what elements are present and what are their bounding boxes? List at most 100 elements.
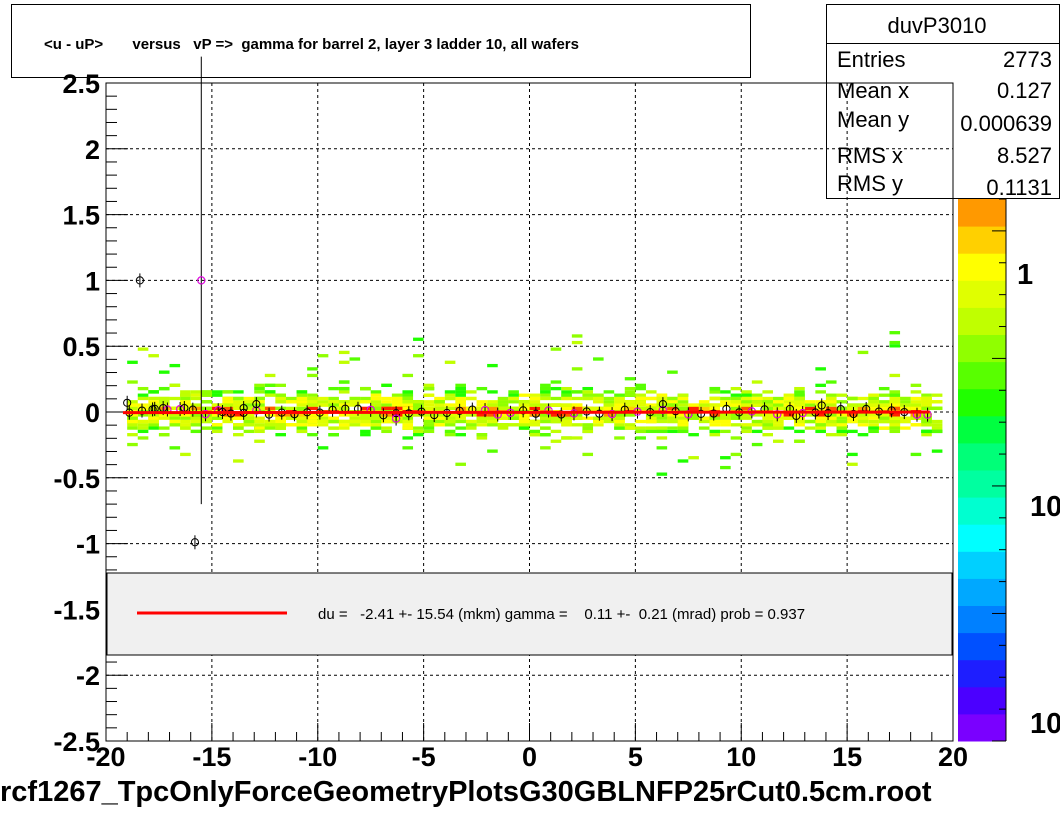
- heatmap-cell: [423, 413, 435, 417]
- heatmap-cell: [243, 413, 255, 417]
- heatmap-cell: [720, 400, 731, 404]
- heatmap-cell: [656, 413, 668, 417]
- profile-marker-alt: [201, 410, 210, 419]
- heatmap-cell: [328, 406, 339, 411]
- heatmap-cell: [868, 400, 879, 404]
- heatmap-cell: [593, 393, 604, 397]
- heatmap-cell: [624, 406, 636, 411]
- heatmap-cell: [233, 426, 244, 430]
- profile-marker-alt: [391, 414, 401, 423]
- heatmap-cell: [370, 390, 382, 394]
- heatmap-cell: [751, 423, 763, 427]
- heatmap-cell: [190, 416, 202, 420]
- heatmap-cell: [190, 419, 202, 424]
- heatmap-cell: [402, 436, 414, 440]
- heatmap-cell: [825, 393, 837, 397]
- color-scale-band: [958, 442, 1006, 471]
- heatmap-cell: [476, 436, 488, 440]
- heatmap-cell: [434, 416, 445, 420]
- heatmap-cell: [688, 413, 699, 417]
- heatmap-cell: [645, 419, 657, 424]
- heatmap-cell: [878, 386, 890, 391]
- heatmap-cell: [180, 390, 191, 394]
- heatmap-cell: [338, 400, 350, 404]
- heatmap-cell: [709, 390, 721, 394]
- heatmap-cell: [677, 393, 689, 397]
- heatmap-cell: [222, 416, 234, 420]
- heatmap-cell: [582, 390, 594, 394]
- heatmap-cell: [677, 459, 689, 463]
- heatmap-cell: [762, 400, 774, 404]
- heatmap-cell: [540, 393, 551, 397]
- heatmap-cell: [741, 403, 752, 407]
- heatmap-cell: [158, 413, 170, 417]
- heatmap-cell: [307, 419, 318, 424]
- heatmap-cell: [857, 413, 869, 417]
- heatmap-cell: [741, 413, 752, 417]
- heatmap-cell: [878, 413, 890, 417]
- heatmap-cell: [857, 396, 869, 401]
- heatmap-cell: [211, 426, 223, 430]
- profile-marker: [290, 410, 299, 419]
- heatmap-cell: [222, 406, 234, 411]
- heatmap-cell: [180, 413, 191, 417]
- heatmap-cell: [910, 400, 922, 404]
- heatmap-cell: [825, 396, 837, 401]
- heatmap-cell: [730, 396, 742, 401]
- heatmap-cell: [275, 393, 286, 397]
- heatmap-cell: [444, 396, 456, 401]
- heatmap-cell: [243, 406, 255, 411]
- heatmap-cell: [720, 429, 731, 434]
- heatmap-cell: [868, 396, 879, 401]
- heatmap-cell: [190, 403, 202, 407]
- heatmap-cell: [328, 396, 339, 401]
- heatmap-cell: [582, 423, 594, 427]
- heatmap-cell: [275, 426, 286, 430]
- y-tick-label: -1: [76, 530, 100, 560]
- heatmap-cell: [190, 390, 202, 394]
- stats-row-mean-y: Mean y 0.000639: [837, 107, 1052, 137]
- heatmap-cell: [667, 400, 678, 404]
- heatmap-cell: [815, 413, 826, 417]
- heatmap-cell: [233, 406, 244, 411]
- heatmap-cell: [635, 383, 646, 387]
- heatmap-cell: [847, 413, 858, 417]
- heatmap-cell: [550, 416, 562, 420]
- heatmap-cell: [455, 386, 466, 391]
- x-tick-label: -5: [412, 742, 436, 772]
- heatmap-cell: [497, 403, 509, 407]
- heatmap-cell: [878, 416, 890, 420]
- heatmap-cell: [720, 419, 731, 424]
- heatmap-cell: [667, 403, 678, 407]
- heatmap-cell: [317, 446, 329, 450]
- heatmap-cell: [487, 413, 498, 417]
- heatmap-cell: [349, 400, 361, 404]
- heatmap-cell: [677, 423, 689, 427]
- heatmap-cell: [847, 416, 858, 420]
- heatmap-cell: [360, 400, 371, 404]
- heatmap-cell: [529, 419, 541, 424]
- heatmap-cell: [508, 400, 519, 404]
- heatmap-cell: [391, 396, 403, 401]
- profile-marker: [849, 409, 858, 419]
- heatmap-cell: [709, 386, 721, 391]
- heatmap-cell: [402, 426, 414, 430]
- heatmap-cell: [868, 406, 879, 411]
- heatmap-cell: [730, 406, 742, 411]
- heatmap-cell: [825, 403, 837, 407]
- heatmap-cell: [571, 423, 583, 427]
- heatmap-cell: [158, 426, 170, 430]
- heatmap-cell: [254, 386, 265, 391]
- heatmap-cell: [645, 390, 657, 394]
- heatmap-cell: [444, 393, 456, 397]
- heatmap-cell: [413, 413, 424, 417]
- heatmap-cell: [148, 396, 159, 401]
- color-scale-band: [958, 253, 1006, 281]
- legend-text: du = -2.41 +- 15.54 (mkm) gamma = 0.11 +…: [318, 606, 805, 623]
- heatmap-cell: [423, 429, 435, 434]
- heatmap-cell: [201, 393, 212, 397]
- heatmap-cell: [868, 423, 879, 427]
- heatmap-cell: [677, 429, 689, 434]
- heatmap-cell: [561, 393, 572, 397]
- heatmap-cell: [688, 433, 699, 437]
